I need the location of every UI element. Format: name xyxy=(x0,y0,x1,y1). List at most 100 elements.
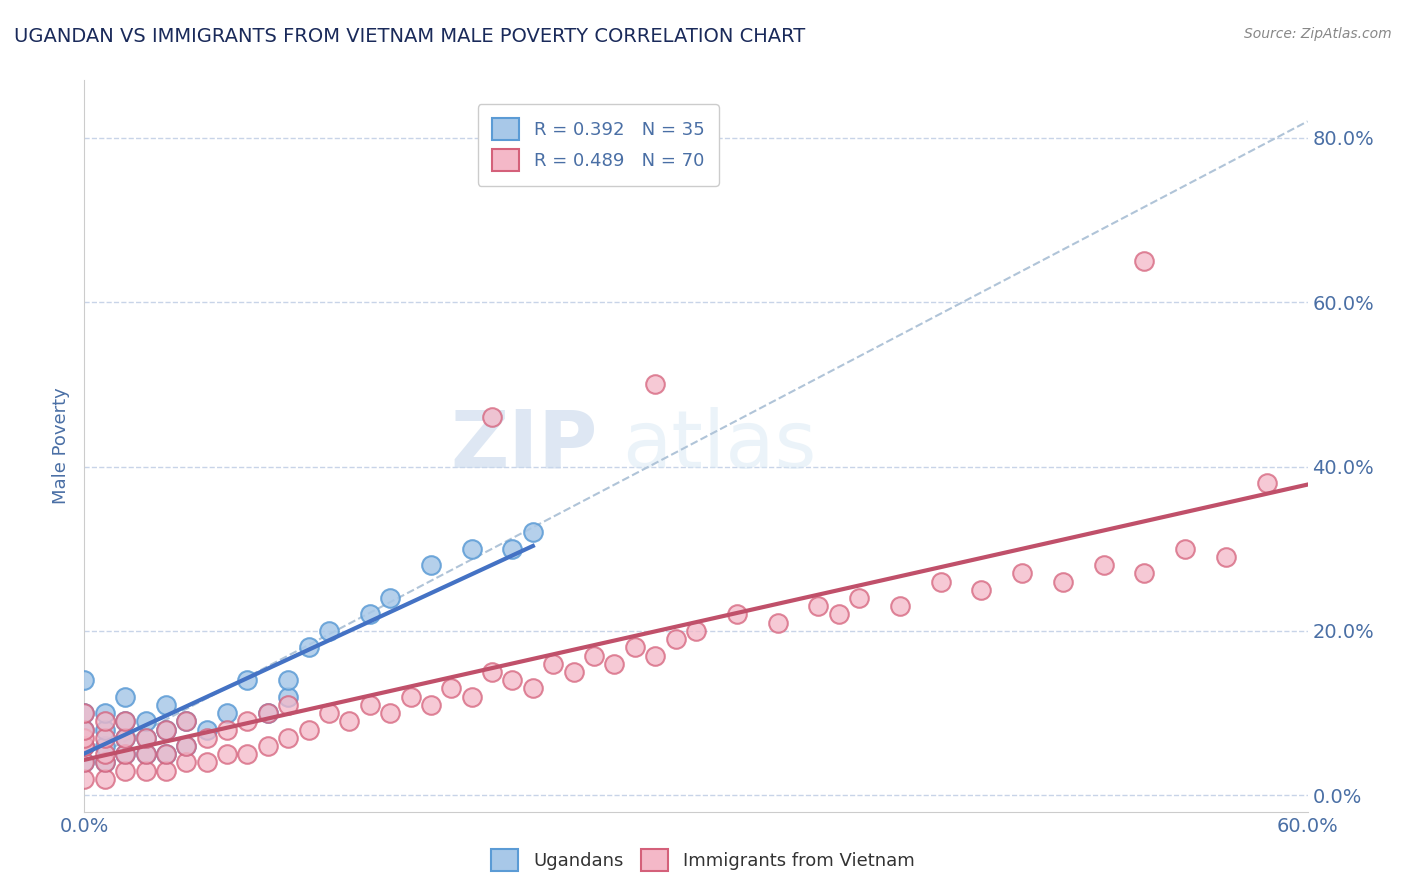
Text: ZIP: ZIP xyxy=(451,407,598,485)
Point xyxy=(93,723,115,737)
Point xyxy=(522,681,544,696)
Point xyxy=(195,756,218,770)
Point xyxy=(217,706,239,720)
Point xyxy=(420,558,443,573)
Point xyxy=(135,747,157,762)
Point xyxy=(135,747,157,762)
Point xyxy=(257,706,280,720)
Point xyxy=(114,690,136,704)
Text: atlas: atlas xyxy=(623,407,817,485)
Point xyxy=(665,632,688,647)
Point xyxy=(217,723,239,737)
Point xyxy=(399,690,422,704)
Point xyxy=(93,731,115,745)
Point xyxy=(73,756,96,770)
Point xyxy=(155,747,177,762)
Point xyxy=(195,731,218,745)
Point xyxy=(155,723,177,737)
Point xyxy=(481,665,503,679)
Point xyxy=(114,731,136,745)
Point xyxy=(155,723,177,737)
Point xyxy=(277,673,299,688)
Point xyxy=(298,723,321,737)
Point xyxy=(359,698,381,712)
Y-axis label: Male Poverty: Male Poverty xyxy=(52,388,70,504)
Point xyxy=(848,591,870,605)
Point xyxy=(644,648,666,663)
Point xyxy=(339,714,361,729)
Point xyxy=(155,747,177,762)
Point xyxy=(1092,558,1115,573)
Point xyxy=(685,624,707,638)
Point xyxy=(114,747,136,762)
Point xyxy=(73,673,96,688)
Point xyxy=(217,747,239,762)
Point xyxy=(73,772,96,786)
Point xyxy=(174,714,197,729)
Point xyxy=(502,673,524,688)
Point xyxy=(1133,566,1156,581)
Point xyxy=(440,681,463,696)
Point xyxy=(481,410,503,425)
Point xyxy=(461,541,484,556)
Point xyxy=(174,714,197,729)
Point xyxy=(624,640,647,655)
Point xyxy=(766,615,789,630)
Point xyxy=(114,714,136,729)
Point xyxy=(114,747,136,762)
Point xyxy=(543,657,565,671)
Point xyxy=(502,541,524,556)
Point xyxy=(114,764,136,778)
Point xyxy=(73,706,96,720)
Point xyxy=(93,739,115,753)
Text: UGANDAN VS IMMIGRANTS FROM VIETNAM MALE POVERTY CORRELATION CHART: UGANDAN VS IMMIGRANTS FROM VIETNAM MALE … xyxy=(14,27,806,45)
Point xyxy=(929,574,952,589)
Point xyxy=(420,698,443,712)
Point xyxy=(155,764,177,778)
Point xyxy=(1215,549,1237,564)
Point xyxy=(135,714,157,729)
Point xyxy=(174,739,197,753)
Point xyxy=(93,756,115,770)
Point xyxy=(277,731,299,745)
Point xyxy=(970,582,993,597)
Point xyxy=(93,714,115,729)
Point xyxy=(114,714,136,729)
Point xyxy=(195,723,218,737)
Point xyxy=(93,706,115,720)
Point xyxy=(257,739,280,753)
Point xyxy=(73,723,96,737)
Point xyxy=(155,698,177,712)
Point xyxy=(93,772,115,786)
Point xyxy=(1133,254,1156,268)
Point xyxy=(1011,566,1033,581)
Point xyxy=(114,731,136,745)
Text: Source: ZipAtlas.com: Source: ZipAtlas.com xyxy=(1244,27,1392,41)
Point xyxy=(298,640,321,655)
Point xyxy=(1256,475,1278,490)
Point xyxy=(257,706,280,720)
Point xyxy=(359,607,381,622)
Point xyxy=(135,764,157,778)
Point xyxy=(93,756,115,770)
Point xyxy=(135,731,157,745)
Point xyxy=(380,706,402,720)
Point xyxy=(73,723,96,737)
Point xyxy=(73,706,96,720)
Point xyxy=(562,665,585,679)
Point xyxy=(236,673,259,688)
Point xyxy=(73,739,96,753)
Point xyxy=(583,648,606,663)
Point xyxy=(73,731,96,745)
Point xyxy=(174,756,197,770)
Point xyxy=(174,739,197,753)
Legend: Ugandans, Immigrants from Vietnam: Ugandans, Immigrants from Vietnam xyxy=(484,842,922,879)
Point xyxy=(277,690,299,704)
Point xyxy=(277,698,299,712)
Point xyxy=(318,706,340,720)
Point xyxy=(1052,574,1074,589)
Point xyxy=(93,747,115,762)
Point xyxy=(807,599,830,614)
Point xyxy=(828,607,851,622)
Point xyxy=(1174,541,1197,556)
